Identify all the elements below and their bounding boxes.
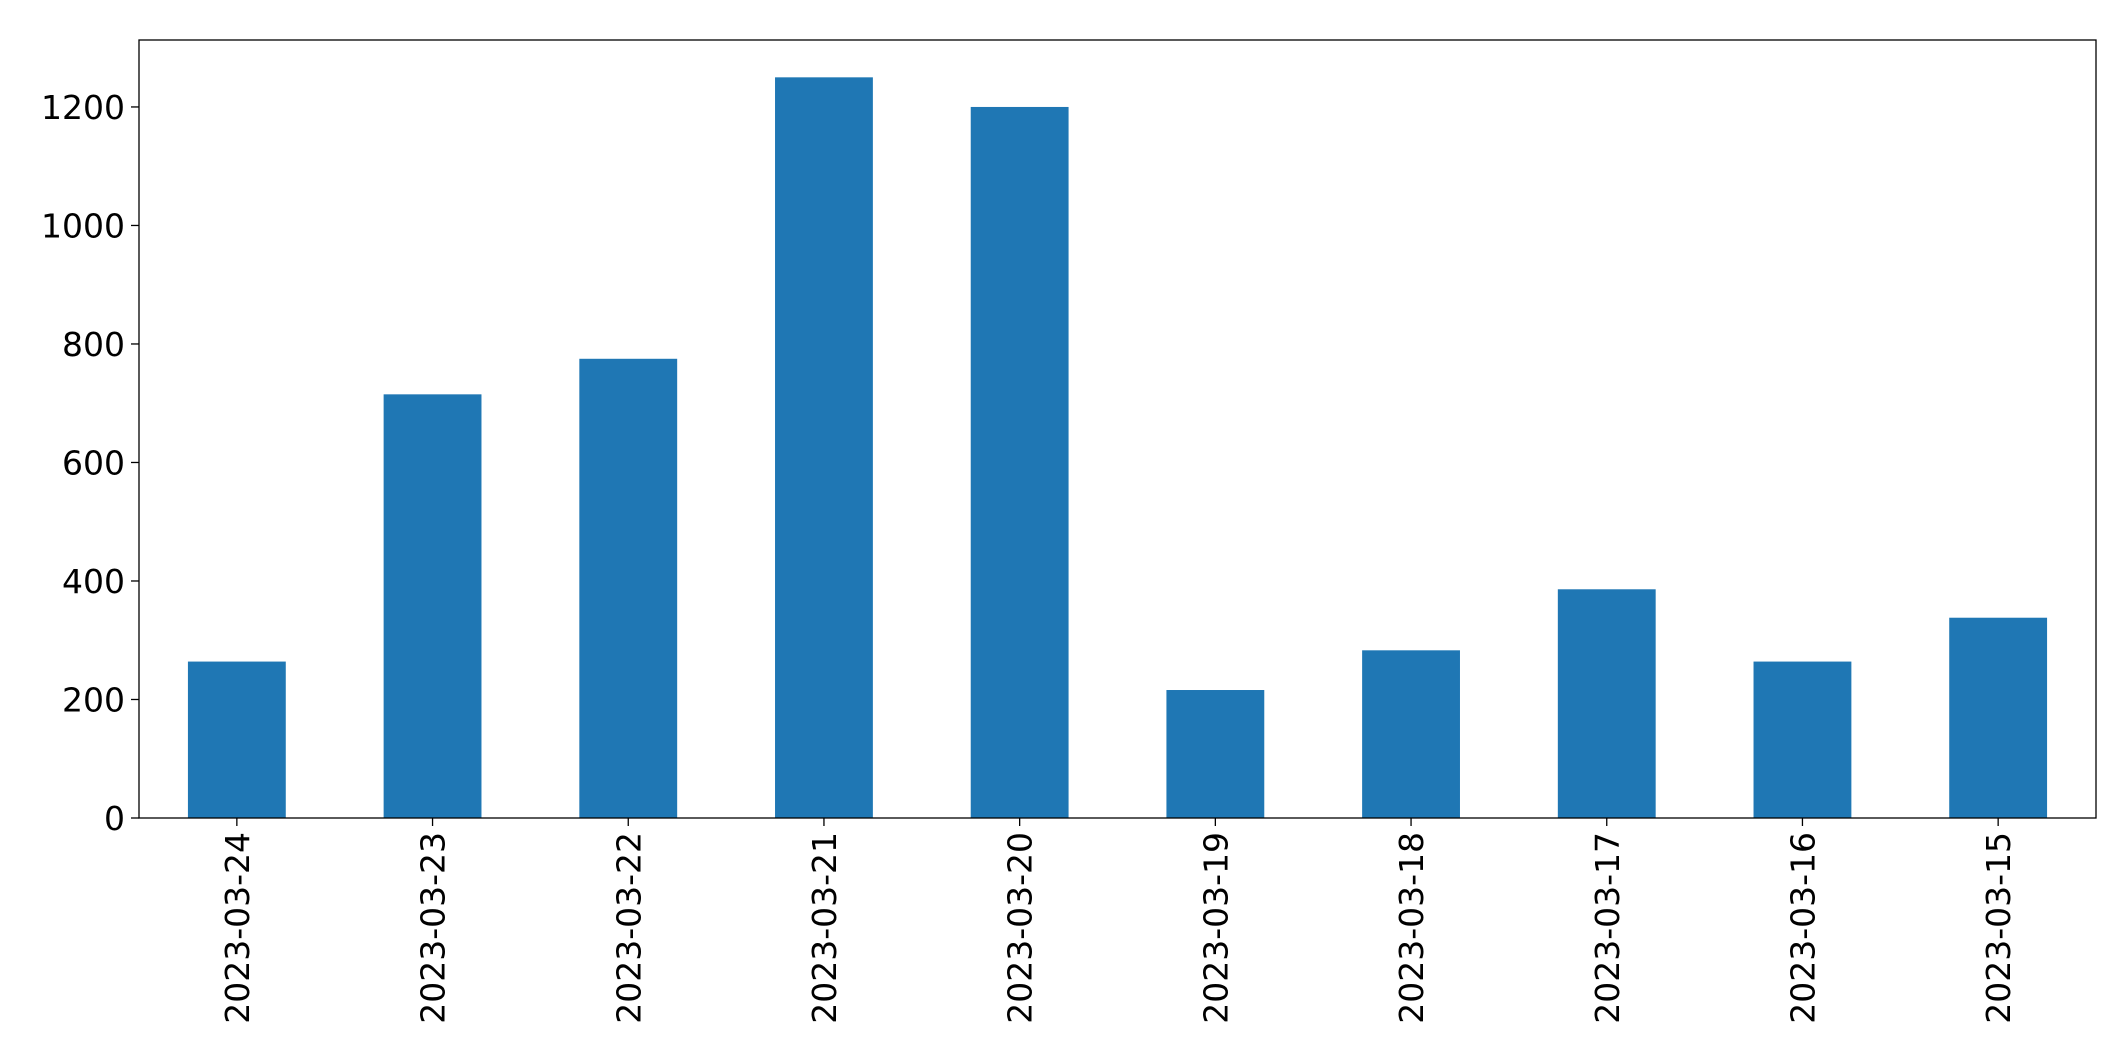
y-tick-label: 1000 [41, 206, 125, 245]
bar [775, 77, 873, 819]
bar [579, 358, 678, 818]
plot-frame [138, 39, 2097, 819]
bar [383, 394, 482, 818]
x-tick-label: 2023-03-20 [1001, 832, 1040, 1024]
x-tick-label: 2023-03-17 [1588, 832, 1627, 1024]
x-tick-label: 2023-03-16 [1783, 832, 1822, 1024]
x-tick-label: 2023-03-22 [609, 832, 648, 1024]
y-tick-label: 800 [62, 325, 125, 364]
x-tick-label: 2023-03-15 [1979, 832, 2018, 1024]
y-tick-label: 600 [62, 443, 125, 482]
bar [1166, 690, 1265, 818]
x-tick-label: 2023-03-24 [218, 832, 257, 1024]
bar [1557, 589, 1656, 818]
bar [1362, 650, 1460, 818]
bar [970, 106, 1069, 818]
y-tick-label: 400 [62, 562, 125, 601]
x-tick-label: 2023-03-23 [414, 832, 453, 1024]
bar [1753, 661, 1852, 818]
x-tick-label: 2023-03-19 [1196, 832, 1235, 1024]
x-tick-label: 2023-03-18 [1392, 832, 1431, 1024]
y-tick-label: 200 [62, 680, 125, 719]
y-tick-label: 0 [104, 799, 125, 838]
bar [1949, 617, 2048, 818]
x-tick-label: 2023-03-21 [805, 832, 844, 1024]
y-tick-label: 1200 [41, 88, 125, 127]
bar [187, 661, 286, 818]
